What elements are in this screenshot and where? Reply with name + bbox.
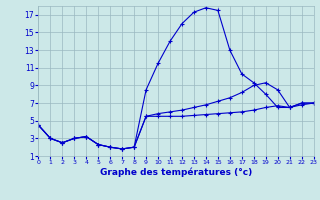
X-axis label: Graphe des températures (°c): Graphe des températures (°c)	[100, 168, 252, 177]
